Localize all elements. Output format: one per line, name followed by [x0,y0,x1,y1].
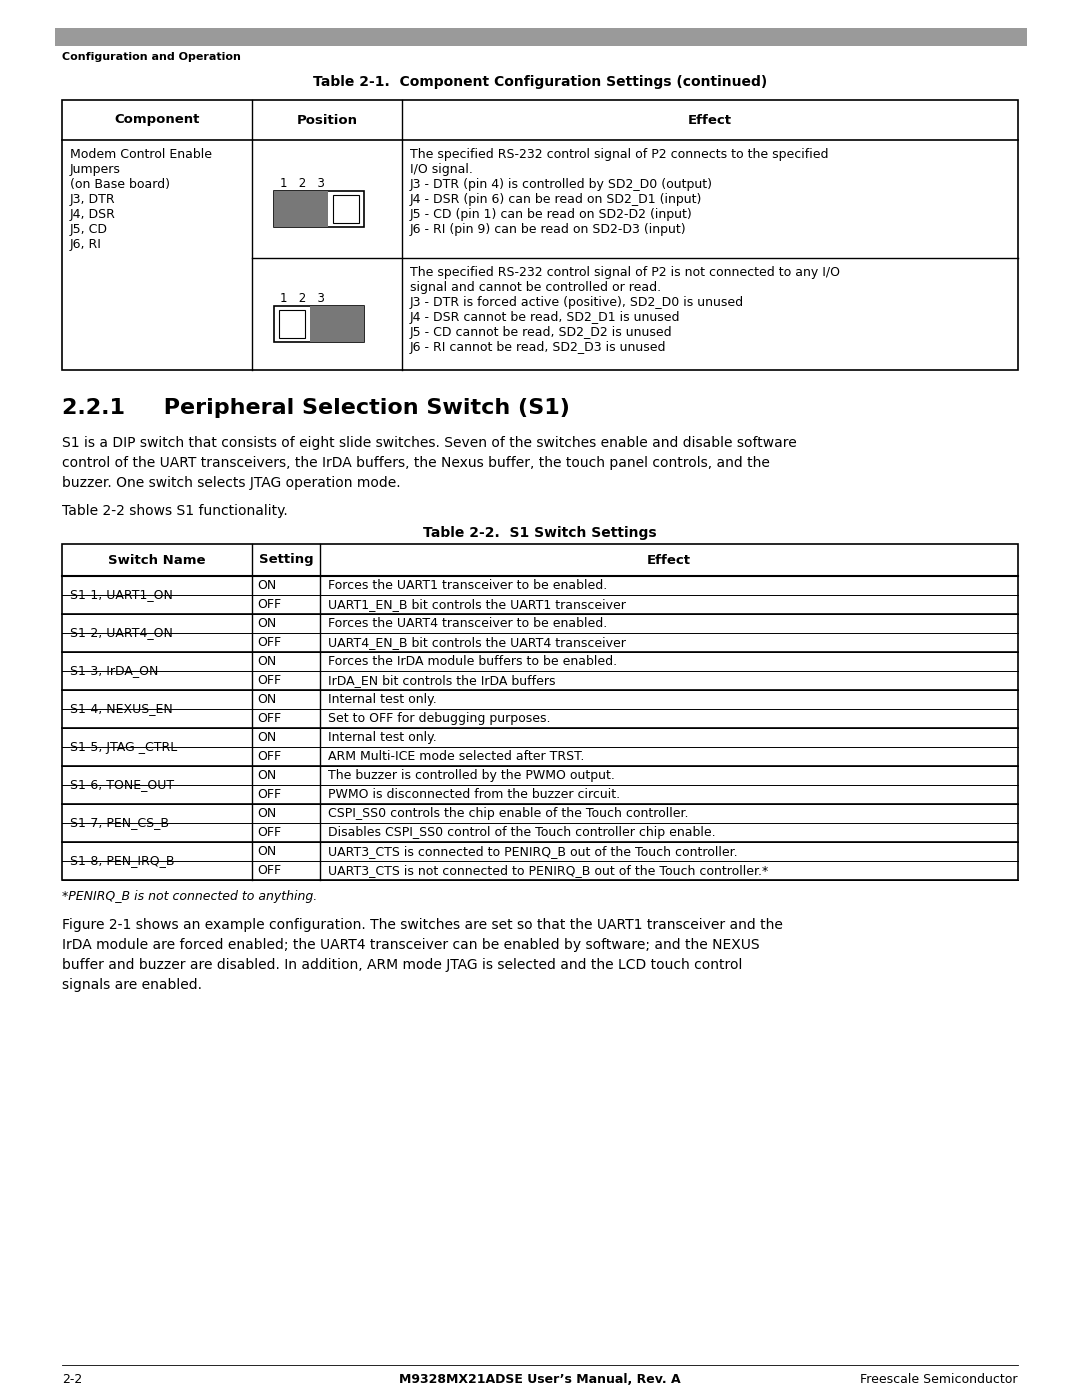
Text: ON: ON [257,768,276,782]
Text: Configuration and Operation: Configuration and Operation [62,52,241,61]
Text: Effect: Effect [647,553,691,567]
Text: IrDA module are forced enabled; the UART4 transceiver can be enabled by software: IrDA module are forced enabled; the UART… [62,937,759,951]
Text: Freescale Semiconductor: Freescale Semiconductor [861,1373,1018,1386]
Text: M9328MX21ADSE User’s Manual, Rev. A: M9328MX21ADSE User’s Manual, Rev. A [400,1373,680,1386]
Bar [280,310,305,338]
Text: Internal test only.: Internal test only. [328,693,436,705]
Text: buzzer. One switch selects JTAG operation mode.: buzzer. One switch selects JTAG operatio… [62,476,401,490]
Text: 2.2.1     Peripheral Selection Switch (S1): 2.2.1 Peripheral Selection Switch (S1) [62,398,570,418]
Text: OFF: OFF [257,673,281,687]
Text: Figure 2-1 shows an example configuration. The switches are set so that the UART: Figure 2-1 shows an example configuratio… [62,918,783,932]
Text: buffer and buzzer are disabled. In addition, ARM mode JTAG is selected and the L: buffer and buzzer are disabled. In addit… [62,958,742,972]
Text: 1   2   3: 1 2 3 [280,292,325,305]
Text: Jumpers: Jumpers [70,163,121,176]
Text: J3, DTR: J3, DTR [70,193,116,205]
Text: UART1_EN_B bit controls the UART1 transceiver: UART1_EN_B bit controls the UART1 transc… [328,598,626,610]
Text: Set to OFF for debugging purposes.: Set to OFF for debugging purposes. [328,712,551,725]
Text: J5 - CD (pin 1) can be read on SD2-D2 (input): J5 - CD (pin 1) can be read on SD2-D2 (i… [410,208,692,221]
Text: 1   2   3: 1 2 3 [280,177,325,190]
Text: (on Base board): (on Base board) [70,177,170,191]
Text: ON: ON [257,807,276,820]
Text: IrDA_EN bit controls the IrDA buffers: IrDA_EN bit controls the IrDA buffers [328,673,555,687]
Text: S1-4, NEXUS_EN: S1-4, NEXUS_EN [70,703,173,715]
Text: J4, DSR: J4, DSR [70,208,116,221]
Text: The specified RS-232 control signal of P2 connects to the specified: The specified RS-232 control signal of P… [410,148,828,161]
Text: Table 2-1.  Component Configuration Settings (continued): Table 2-1. Component Configuration Setti… [313,75,767,89]
Text: Forces the UART1 transceiver to be enabled.: Forces the UART1 transceiver to be enabl… [328,578,607,592]
Text: J6 - RI (pin 9) can be read on SD2-D3 (input): J6 - RI (pin 9) can be read on SD2-D3 (i… [410,224,687,236]
Text: S1-8, PEN_IRQ_B: S1-8, PEN_IRQ_B [70,855,175,868]
Text: J3 - DTR is forced active (positive), SD2_D0 is unused: J3 - DTR is forced active (positive), SD… [410,296,744,309]
Text: Forces the UART4 transceiver to be enabled.: Forces the UART4 transceiver to be enabl… [328,617,607,630]
Text: S1 is a DIP switch that consists of eight slide switches. Seven of the switches : S1 is a DIP switch that consists of eigh… [62,436,797,450]
Bar [62,101,1018,370]
Text: S1-7, PEN_CS_B: S1-7, PEN_CS_B [70,816,168,830]
Text: *PENIRQ_B is not connected to anything.: *PENIRQ_B is not connected to anything. [62,890,318,902]
Text: J5, CD: J5, CD [70,224,108,236]
Text: OFF: OFF [257,750,281,763]
Text: ON: ON [257,655,276,668]
Text: J4 - DSR (pin 6) can be read on SD2_D1 (input): J4 - DSR (pin 6) can be read on SD2_D1 (… [410,193,702,205]
Text: OFF: OFF [257,788,281,800]
Bar [274,306,364,342]
Text: Modem Control Enable: Modem Control Enable [70,148,212,161]
Text: Forces the IrDA module buffers to be enabled.: Forces the IrDA module buffers to be ena… [328,655,617,668]
Text: Switch Name: Switch Name [108,553,206,567]
Text: S1-2, UART4_ON: S1-2, UART4_ON [70,626,173,640]
Text: Effect: Effect [688,113,732,127]
Text: Table 2-2 shows S1 functionality.: Table 2-2 shows S1 functionality. [62,504,287,518]
Text: signal and cannot be controlled or read.: signal and cannot be controlled or read. [410,281,661,293]
Text: OFF: OFF [257,636,281,650]
Text: Internal test only.: Internal test only. [328,731,436,745]
Text: J6, RI: J6, RI [70,237,102,251]
Bar [55,28,1027,46]
Text: ON: ON [257,731,276,745]
Text: J3 - DTR (pin 4) is controlled by SD2_D0 (output): J3 - DTR (pin 4) is controlled by SD2_D0… [410,177,713,191]
Text: OFF: OFF [257,712,281,725]
Text: Table 2-2.  S1 Switch Settings: Table 2-2. S1 Switch Settings [423,527,657,541]
Text: OFF: OFF [257,863,281,877]
Text: S1-3, IrDA_ON: S1-3, IrDA_ON [70,665,159,678]
Text: I/O signal.: I/O signal. [410,163,473,176]
Text: J4 - DSR cannot be read, SD2_D1 is unused: J4 - DSR cannot be read, SD2_D1 is unuse… [410,312,680,324]
Text: The buzzer is controlled by the PWMO output.: The buzzer is controlled by the PWMO out… [328,768,615,782]
Text: 2-2: 2-2 [62,1373,82,1386]
Text: ON: ON [257,845,276,858]
Text: ON: ON [257,693,276,705]
Text: signals are enabled.: signals are enabled. [62,978,202,992]
Text: PWMO is disconnected from the buzzer circuit.: PWMO is disconnected from the buzzer cir… [328,788,620,800]
Text: UART3_CTS is connected to PENIRQ_B out of the Touch controller.: UART3_CTS is connected to PENIRQ_B out o… [328,845,738,858]
Text: S1-6, TONE_OUT: S1-6, TONE_OUT [70,778,174,792]
Text: The specified RS-232 control signal of P2 is not connected to any I/O: The specified RS-232 control signal of P… [410,265,840,279]
Bar [62,543,1018,880]
Text: Setting: Setting [259,553,313,567]
Text: S1-5, JTAG _CTRL: S1-5, JTAG _CTRL [70,740,177,753]
Text: J5 - CD cannot be read, SD2_D2 is unused: J5 - CD cannot be read, SD2_D2 is unused [410,326,673,339]
Text: ON: ON [257,578,276,592]
Text: control of the UART transceivers, the IrDA buffers, the Nexus buffer, the touch : control of the UART transceivers, the Ir… [62,455,770,469]
Text: S1-1, UART1_ON: S1-1, UART1_ON [70,588,173,602]
Text: UART3_CTS is not connected to PENIRQ_B out of the Touch controller.*: UART3_CTS is not connected to PENIRQ_B o… [328,863,768,877]
Bar [310,306,364,342]
Bar [274,191,364,226]
Bar [274,191,328,226]
Text: OFF: OFF [257,826,281,840]
Text: UART4_EN_B bit controls the UART4 transceiver: UART4_EN_B bit controls the UART4 transc… [328,636,626,650]
Bar [334,196,359,224]
Text: Position: Position [297,113,357,127]
Text: CSPI_SS0 controls the chip enable of the Touch controller.: CSPI_SS0 controls the chip enable of the… [328,807,689,820]
Text: OFF: OFF [257,598,281,610]
Text: ON: ON [257,617,276,630]
Text: ARM Multi-ICE mode selected after TRST.: ARM Multi-ICE mode selected after TRST. [328,750,584,763]
Text: J6 - RI cannot be read, SD2_D3 is unused: J6 - RI cannot be read, SD2_D3 is unused [410,341,666,353]
Text: Disables CSPI_SS0 control of the Touch controller chip enable.: Disables CSPI_SS0 control of the Touch c… [328,826,716,840]
Text: Component: Component [114,113,200,127]
